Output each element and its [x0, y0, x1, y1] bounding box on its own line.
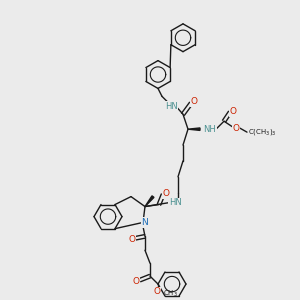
Text: O: O — [230, 107, 236, 116]
Text: O: O — [190, 97, 197, 106]
Text: O: O — [154, 287, 160, 296]
Text: HN: HN — [169, 198, 182, 207]
Text: O: O — [232, 124, 239, 133]
Polygon shape — [188, 128, 200, 130]
Text: O: O — [133, 277, 140, 286]
Text: HN: HN — [165, 102, 177, 111]
Text: N: N — [142, 218, 148, 227]
Text: O: O — [128, 235, 136, 244]
Text: C(CH$_3$)$_3$: C(CH$_3$)$_3$ — [248, 127, 277, 137]
Text: CH$_3$: CH$_3$ — [163, 289, 178, 299]
Polygon shape — [145, 196, 154, 206]
Text: NH: NH — [204, 125, 216, 134]
Text: O: O — [163, 189, 170, 198]
